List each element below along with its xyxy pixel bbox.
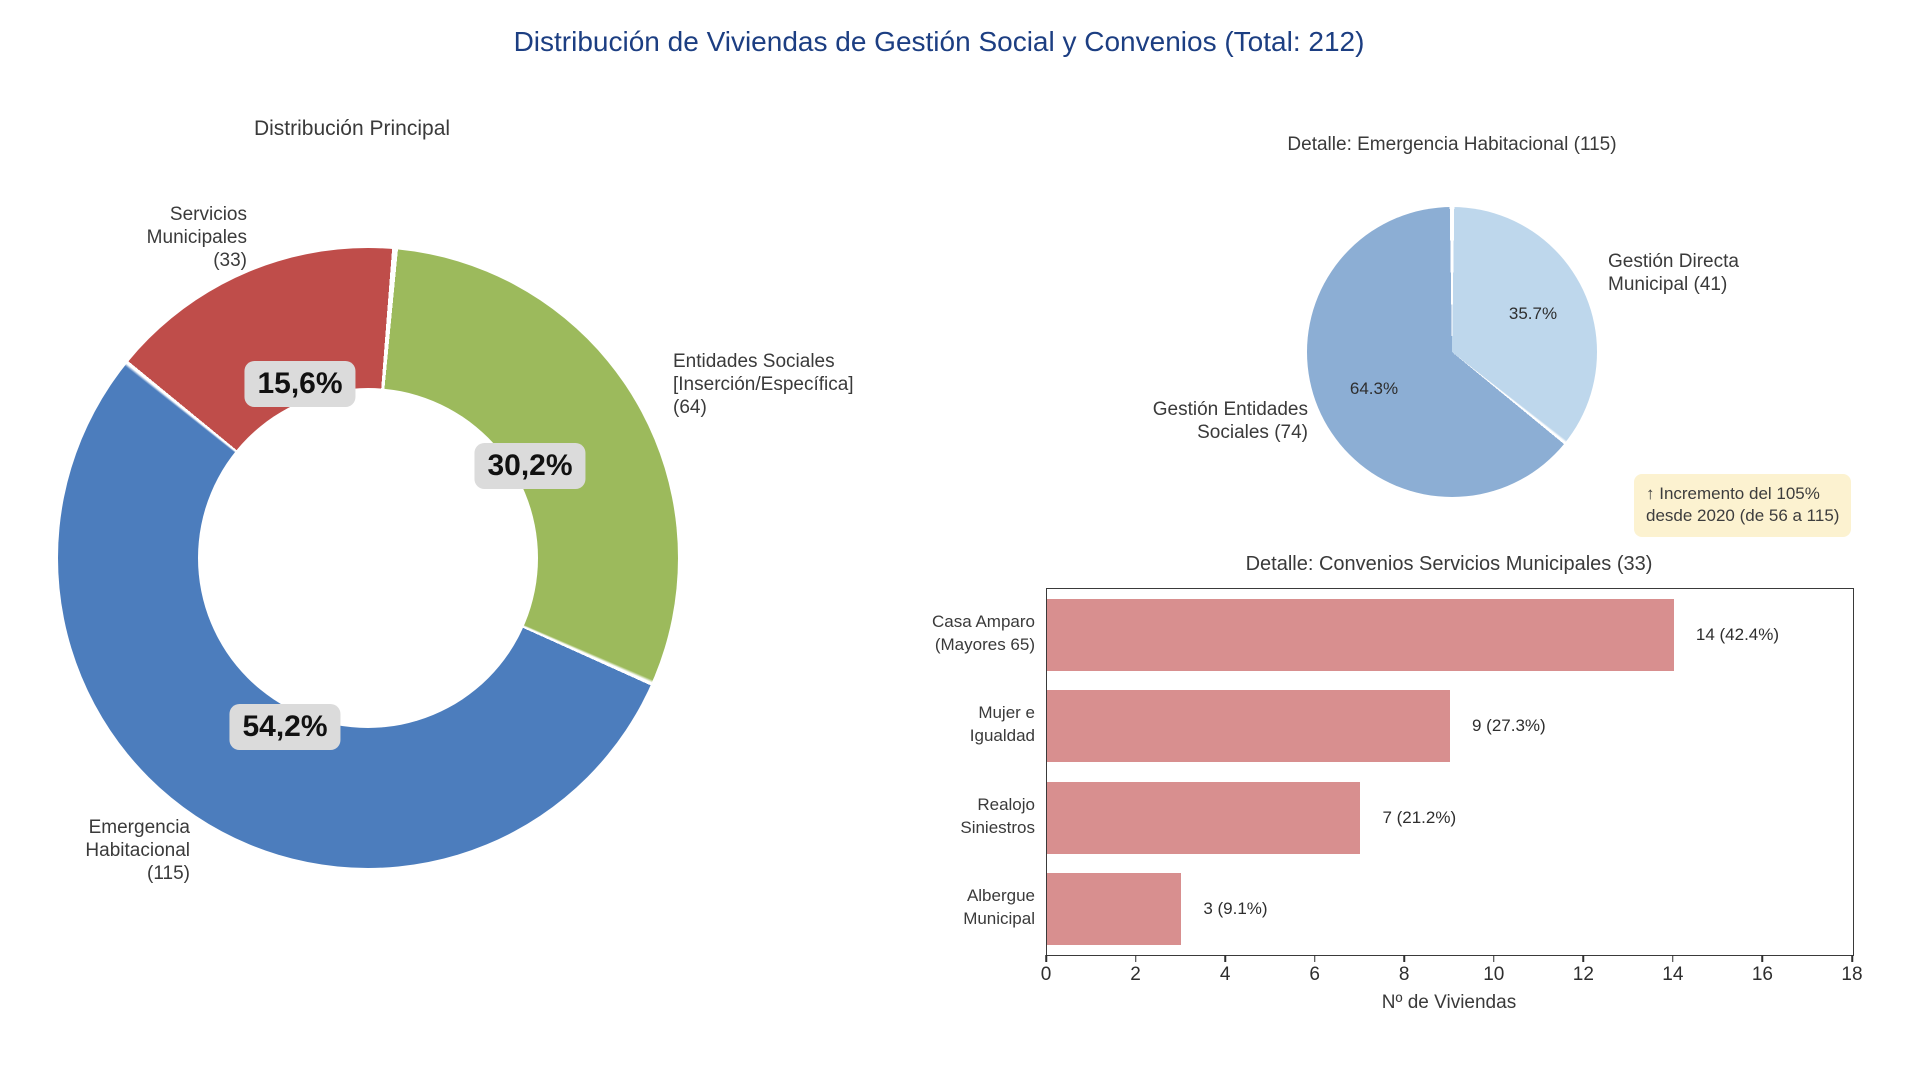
x-tick-mark-10 bbox=[1493, 955, 1495, 962]
pct-badge-entidades: 30,2% bbox=[474, 443, 586, 489]
x-tick-label-16: 16 bbox=[1751, 964, 1774, 985]
bar-category-label-3: Albergue Municipal bbox=[963, 886, 1035, 929]
x-tick-mark-18 bbox=[1851, 955, 1853, 962]
label-gestion-entidades: Gestión Entidades Sociales (74) bbox=[1152, 399, 1308, 444]
label-emergencia-habitacional: Emergencia Habitacional (115) bbox=[85, 817, 190, 885]
x-tick-label-10: 10 bbox=[1483, 964, 1505, 985]
bar-plot-area: 14 (42.4%) 9 (27.3%) 7 (21.2%) 3 (9.1%) bbox=[1046, 588, 1854, 956]
page-title: Distribución de Viviendas de Gestión Soc… bbox=[513, 26, 1365, 57]
bar-2 bbox=[1047, 781, 1361, 854]
x-tick-label-0: 0 bbox=[1040, 964, 1052, 985]
pct-badge-emergencia: 54,2% bbox=[229, 704, 341, 750]
x-tick-label-12: 12 bbox=[1572, 964, 1594, 985]
bar-y-axis-labels: Casa Amparo (Mayores 65) Mujer e Igualdad… bbox=[790, 588, 1035, 954]
label-servicios-municipales: Servicios Municipales (33) bbox=[146, 204, 247, 272]
bar-value-label-2: 7 (21.2%) bbox=[1382, 807, 1457, 827]
x-tick-mark-2 bbox=[1134, 955, 1137, 962]
bar-category-label-0: Casa Amparo (Mayores 65) bbox=[932, 611, 1035, 654]
bar-value-label-1: 9 (27.3%) bbox=[1472, 716, 1546, 736]
x-tick-mark-8 bbox=[1403, 955, 1405, 962]
pct-gestion-entidades: 64.3% bbox=[1349, 379, 1399, 398]
pct-gestion-directa: 35.7% bbox=[1508, 304, 1558, 323]
bar-1 bbox=[1047, 690, 1450, 763]
x-tick-label-14: 14 bbox=[1662, 964, 1684, 985]
x-tick-mark-12 bbox=[1582, 955, 1585, 962]
x-tick-label-6: 6 bbox=[1309, 964, 1320, 985]
bar-category-label-1: Mujer e Igualdad bbox=[969, 703, 1035, 746]
x-axis-label: Nº de Viviendas bbox=[1381, 992, 1517, 1013]
pct-badge-servicios: 15,6% bbox=[244, 361, 356, 407]
x-tick-mark-6 bbox=[1313, 955, 1316, 962]
bar-x-axis-ticks: 0 2 4 6 8 10 12 14 16 18 bbox=[1041, 955, 1863, 1005]
bar-0 bbox=[1047, 598, 1674, 671]
pie-chart-title: Detalle: Emergencia Habitacional (115) bbox=[1287, 134, 1617, 155]
x-tick-mark-14 bbox=[1672, 955, 1674, 962]
label-entidades-sociales: Entidades Sociales [Inserción/Específica… bbox=[673, 351, 854, 419]
bar-3 bbox=[1047, 873, 1182, 946]
pie-circle bbox=[1307, 207, 1597, 497]
x-tick-label-2: 2 bbox=[1130, 964, 1141, 985]
bar-category-label-2: Realojo Siniestros bbox=[960, 794, 1035, 837]
x-tick-label-18: 18 bbox=[1841, 964, 1863, 985]
donut-chart-title: Distribución Principal bbox=[253, 117, 451, 140]
x-tick-label-4: 4 bbox=[1219, 964, 1231, 985]
x-tick-label-8: 8 bbox=[1398, 964, 1410, 985]
x-tick-mark-4 bbox=[1224, 955, 1226, 962]
bar-value-label-0: 14 (42.4%) bbox=[1695, 624, 1780, 644]
increment-annotation-note: ↑ Incremento del 105% desde 2020 (de 56 … bbox=[1634, 474, 1852, 537]
x-tick-mark-0 bbox=[1045, 955, 1047, 962]
bar-chart-title: Detalle: Convenios Servicios Municipales… bbox=[1245, 553, 1653, 575]
bar-value-label-3: 3 (9.1%) bbox=[1203, 899, 1268, 919]
label-gestion-directa: Gestión Directa Municipal (41) bbox=[1608, 251, 1739, 296]
bar-rows: 14 (42.4%) 9 (27.3%) 7 (21.2%) 3 (9.1%) bbox=[1047, 589, 1853, 955]
x-tick-mark-16 bbox=[1761, 955, 1764, 962]
